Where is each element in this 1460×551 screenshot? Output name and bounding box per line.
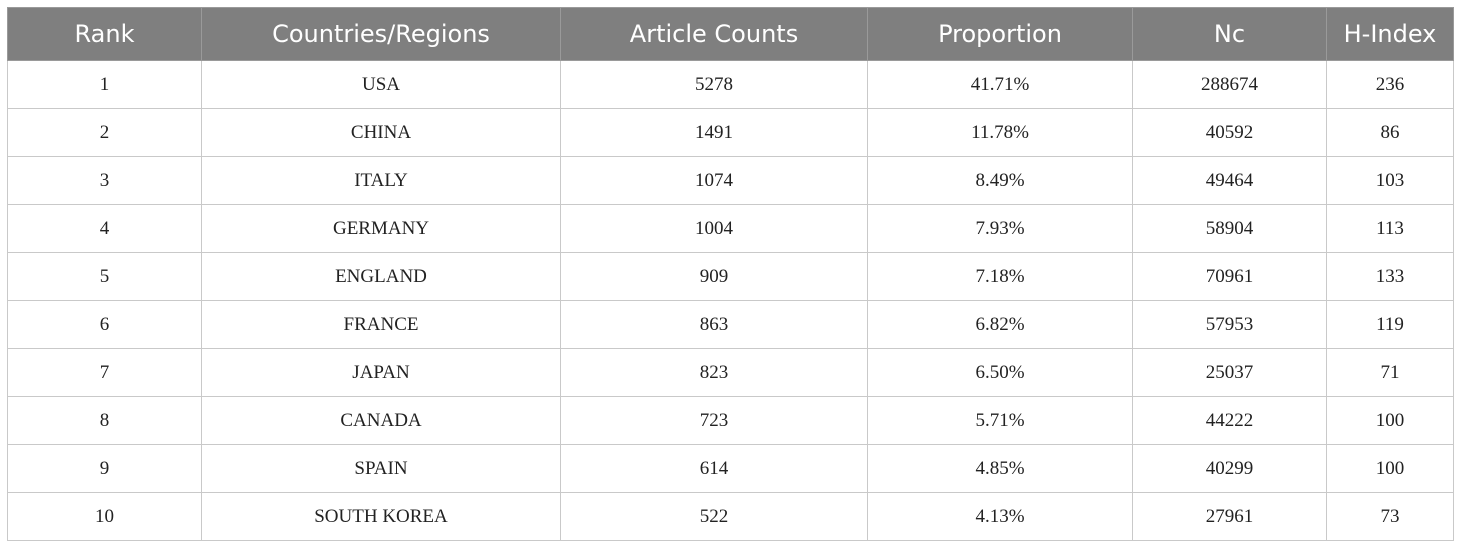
cell-proportion: 8.49% <box>868 157 1133 205</box>
table-body: 1 USA 5278 41.71% 288674 236 2 CHINA 149… <box>8 61 1454 541</box>
cell-rank: 10 <box>8 493 202 541</box>
table-row: 1 USA 5278 41.71% 288674 236 <box>8 61 1454 109</box>
cell-country: CANADA <box>202 397 561 445</box>
cell-h-index: 100 <box>1327 445 1454 493</box>
table-row: 10 SOUTH KOREA 522 4.13% 27961 73 <box>8 493 1454 541</box>
cell-nc: 40299 <box>1133 445 1327 493</box>
cell-proportion: 11.78% <box>868 109 1133 157</box>
cell-rank: 5 <box>8 253 202 301</box>
cell-article-count: 1074 <box>561 157 868 205</box>
cell-rank: 6 <box>8 301 202 349</box>
cell-rank: 4 <box>8 205 202 253</box>
table-row: 8 CANADA 723 5.71% 44222 100 <box>8 397 1454 445</box>
cell-country: JAPAN <box>202 349 561 397</box>
cell-article-count: 614 <box>561 445 868 493</box>
cell-h-index: 119 <box>1327 301 1454 349</box>
cell-proportion: 4.85% <box>868 445 1133 493</box>
cell-country: CHINA <box>202 109 561 157</box>
table-row: 5 ENGLAND 909 7.18% 70961 133 <box>8 253 1454 301</box>
cell-article-count: 723 <box>561 397 868 445</box>
header-countries-regions: Countries/Regions <box>202 8 561 61</box>
cell-article-count: 909 <box>561 253 868 301</box>
cell-proportion: 41.71% <box>868 61 1133 109</box>
table-row: 4 GERMANY 1004 7.93% 58904 113 <box>8 205 1454 253</box>
cell-rank: 3 <box>8 157 202 205</box>
header-h-index: H-Index <box>1327 8 1454 61</box>
header-nc: Nc <box>1133 8 1327 61</box>
cell-proportion: 5.71% <box>868 397 1133 445</box>
cell-nc: 25037 <box>1133 349 1327 397</box>
header-article-counts: Article Counts <box>561 8 868 61</box>
header-row: Rank Countries/Regions Article Counts Pr… <box>8 8 1454 61</box>
cell-article-count: 863 <box>561 301 868 349</box>
cell-country: SOUTH KOREA <box>202 493 561 541</box>
cell-country: USA <box>202 61 561 109</box>
cell-proportion: 4.13% <box>868 493 1133 541</box>
cell-nc: 49464 <box>1133 157 1327 205</box>
cell-country: ITALY <box>202 157 561 205</box>
cell-country: ENGLAND <box>202 253 561 301</box>
cell-h-index: 71 <box>1327 349 1454 397</box>
table-row: 7 JAPAN 823 6.50% 25037 71 <box>8 349 1454 397</box>
table-row: 2 CHINA 1491 11.78% 40592 86 <box>8 109 1454 157</box>
table-row: 3 ITALY 1074 8.49% 49464 103 <box>8 157 1454 205</box>
cell-h-index: 73 <box>1327 493 1454 541</box>
cell-rank: 2 <box>8 109 202 157</box>
cell-article-count: 5278 <box>561 61 868 109</box>
cell-nc: 27961 <box>1133 493 1327 541</box>
cell-country: GERMANY <box>202 205 561 253</box>
cell-article-count: 1491 <box>561 109 868 157</box>
cell-proportion: 6.82% <box>868 301 1133 349</box>
cell-proportion: 6.50% <box>868 349 1133 397</box>
cell-h-index: 236 <box>1327 61 1454 109</box>
cell-h-index: 100 <box>1327 397 1454 445</box>
table-header: Rank Countries/Regions Article Counts Pr… <box>8 8 1454 61</box>
header-proportion: Proportion <box>868 8 1133 61</box>
cell-h-index: 86 <box>1327 109 1454 157</box>
cell-h-index: 133 <box>1327 253 1454 301</box>
cell-proportion: 7.18% <box>868 253 1133 301</box>
cell-nc: 58904 <box>1133 205 1327 253</box>
cell-rank: 7 <box>8 349 202 397</box>
cell-nc: 288674 <box>1133 61 1327 109</box>
cell-rank: 8 <box>8 397 202 445</box>
table-row: 9 SPAIN 614 4.85% 40299 100 <box>8 445 1454 493</box>
table-row: 6 FRANCE 863 6.82% 57953 119 <box>8 301 1454 349</box>
cell-rank: 1 <box>8 61 202 109</box>
cell-country: SPAIN <box>202 445 561 493</box>
cell-h-index: 103 <box>1327 157 1454 205</box>
cell-h-index: 113 <box>1327 205 1454 253</box>
cell-nc: 44222 <box>1133 397 1327 445</box>
cell-proportion: 7.93% <box>868 205 1133 253</box>
header-rank: Rank <box>8 8 202 61</box>
cell-rank: 9 <box>8 445 202 493</box>
countries-table: Rank Countries/Regions Article Counts Pr… <box>7 7 1454 541</box>
cell-country: FRANCE <box>202 301 561 349</box>
cell-article-count: 522 <box>561 493 868 541</box>
cell-nc: 70961 <box>1133 253 1327 301</box>
cell-article-count: 1004 <box>561 205 868 253</box>
cell-nc: 57953 <box>1133 301 1327 349</box>
cell-nc: 40592 <box>1133 109 1327 157</box>
cell-article-count: 823 <box>561 349 868 397</box>
